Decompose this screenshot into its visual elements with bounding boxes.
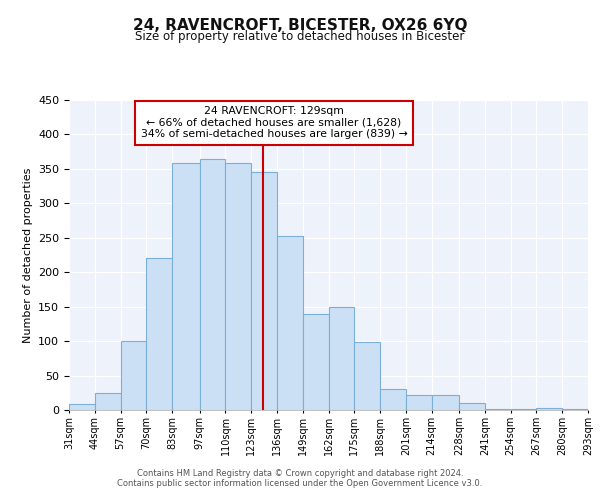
Bar: [251, 172, 277, 410]
Bar: [329, 306, 354, 410]
Bar: [226, 164, 251, 410]
Bar: [95, 393, 121, 410]
Text: Size of property relative to detached houses in Bicester: Size of property relative to detached ho…: [136, 30, 464, 43]
Text: Contains public sector information licensed under the Open Government Licence v3: Contains public sector information licen…: [118, 479, 482, 488]
Bar: [146, 258, 172, 410]
Text: 24, RAVENCROFT, BICESTER, OX26 6YQ: 24, RAVENCROFT, BICESTER, OX26 6YQ: [133, 18, 467, 32]
Bar: [536, 408, 562, 410]
Bar: [406, 395, 431, 410]
Bar: [354, 342, 380, 410]
Bar: [303, 314, 329, 410]
Bar: [277, 236, 303, 410]
Text: Contains HM Land Registry data © Crown copyright and database right 2024.: Contains HM Land Registry data © Crown c…: [137, 469, 463, 478]
Bar: [459, 403, 485, 410]
Bar: [121, 341, 146, 410]
Bar: [380, 390, 406, 410]
Bar: [431, 395, 459, 410]
Bar: [200, 158, 226, 410]
Text: 24 RAVENCROFT: 129sqm
← 66% of detached houses are smaller (1,628)
34% of semi-d: 24 RAVENCROFT: 129sqm ← 66% of detached …: [140, 106, 407, 140]
Bar: [69, 404, 95, 410]
Y-axis label: Number of detached properties: Number of detached properties: [23, 168, 32, 342]
Bar: [172, 164, 200, 410]
Bar: [485, 408, 511, 410]
